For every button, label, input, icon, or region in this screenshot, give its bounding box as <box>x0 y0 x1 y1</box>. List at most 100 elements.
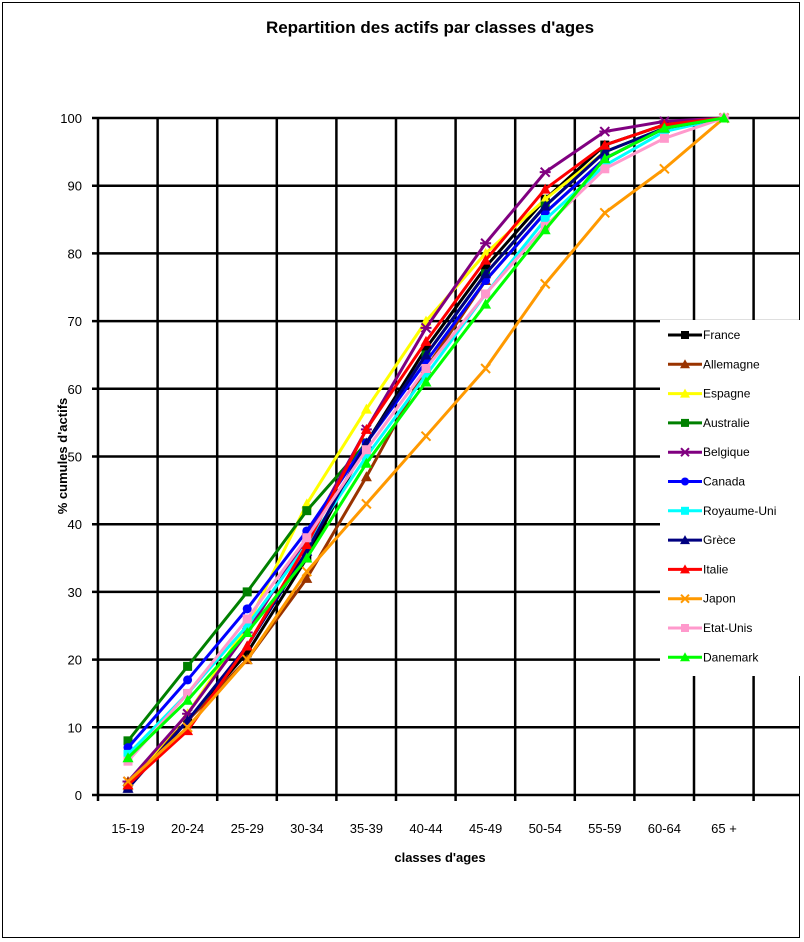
y-axis-ticks: 0 10 20 30 40 50 60 70 80 90 100 <box>60 111 82 803</box>
y-tick-label: 70 <box>68 314 82 329</box>
y-tick-label: 90 <box>68 179 82 194</box>
data-point <box>182 694 194 705</box>
data-point <box>302 533 312 543</box>
data-point <box>539 200 551 211</box>
legend-marker <box>680 593 690 604</box>
legend-marker <box>680 535 690 545</box>
data-point <box>360 403 372 414</box>
y-tick-label: 40 <box>68 517 82 532</box>
data-point <box>421 370 431 380</box>
legend-item: Grèce <box>668 533 736 547</box>
data-point <box>122 779 134 790</box>
data-point <box>183 675 193 685</box>
data-point <box>302 506 312 516</box>
legend-label: Espagne <box>703 387 751 401</box>
series-belgique <box>122 112 730 787</box>
data-point <box>659 133 669 143</box>
legend-marker <box>681 418 689 427</box>
legend-label: Royaume-Uni <box>703 504 776 518</box>
data-point <box>480 254 492 265</box>
data-point <box>539 278 551 290</box>
legend-marker <box>680 652 690 662</box>
data-point <box>361 452 371 461</box>
x-tick-label: 20-24 <box>171 821 204 836</box>
legend-marker <box>680 447 690 457</box>
data-point <box>183 661 193 671</box>
legend-marker <box>680 359 690 369</box>
y-tick-label: 60 <box>68 382 82 397</box>
legend-marker <box>680 388 690 398</box>
x-tick-label: 25-29 <box>231 821 264 836</box>
legend-item: Australie <box>668 416 750 430</box>
data-point <box>420 376 432 387</box>
legend-label: Etat-Unis <box>703 621 752 635</box>
legend-label: Italie <box>703 562 729 576</box>
x-tick-label: 65 + <box>711 821 737 836</box>
legend: France Allemagne Espagne Australie Belgique C… <box>660 320 803 676</box>
data-point <box>182 722 193 733</box>
legend-label: France <box>703 328 741 342</box>
data-point <box>301 539 313 550</box>
legend-item: Espagne <box>668 387 751 401</box>
legend-label: Japon <box>703 592 736 606</box>
data-point <box>242 648 252 658</box>
legend-item: Italie <box>668 562 729 576</box>
data-point <box>600 164 610 174</box>
legend-item: Canada <box>668 475 745 489</box>
x-tick-label: 35-39 <box>350 821 383 836</box>
y-tick-label: 80 <box>68 246 82 261</box>
y-tick-label: 100 <box>60 111 82 126</box>
data-point <box>481 289 491 299</box>
x-tick-label: 30-34 <box>290 821 323 836</box>
data-point <box>182 725 194 736</box>
legend-item: France <box>668 328 741 342</box>
data-point <box>539 166 551 178</box>
data-point <box>123 743 133 753</box>
data-point <box>241 627 253 638</box>
data-point <box>420 335 432 346</box>
data-point <box>658 122 670 133</box>
data-point <box>539 193 551 204</box>
legend-marker <box>681 506 689 515</box>
legend-label: Australie <box>703 416 750 430</box>
y-tick-label: 10 <box>68 720 82 735</box>
data-point <box>718 112 730 123</box>
data-point <box>539 224 551 235</box>
legend-marker <box>680 564 690 574</box>
x-tick-label: 15-19 <box>111 821 144 836</box>
data-point <box>421 363 431 373</box>
legend-item: Allemagne <box>668 357 760 371</box>
data-point <box>480 298 492 309</box>
data-point <box>301 572 313 583</box>
legend-item: Royaume-Uni <box>668 504 776 518</box>
series-allemagne <box>122 112 730 786</box>
series-lines <box>122 112 730 793</box>
data-point <box>301 566 313 577</box>
legend-marker <box>681 624 689 632</box>
data-point <box>599 126 611 137</box>
y-axis-label: % cumules d'actifs <box>55 398 70 515</box>
data-point <box>360 471 372 482</box>
data-point <box>659 163 670 174</box>
data-point <box>480 238 492 249</box>
data-point <box>420 349 432 360</box>
data-point <box>360 457 372 468</box>
data-point <box>242 587 252 597</box>
data-point <box>361 498 372 510</box>
legend-label: Danemark <box>703 650 759 664</box>
data-point <box>122 776 134 787</box>
legend-label: Grèce <box>703 533 736 547</box>
data-point <box>241 654 253 665</box>
data-point <box>301 552 313 563</box>
legend-label: Allemagne <box>703 357 760 371</box>
legend-label: Canada <box>703 475 745 489</box>
data-point <box>539 183 551 194</box>
data-point <box>183 688 193 698</box>
data-point <box>242 621 252 631</box>
data-point <box>241 640 253 651</box>
y-tick-label: 50 <box>68 450 82 465</box>
legend-item: Belgique <box>668 445 750 459</box>
data-point <box>481 262 491 272</box>
data-point <box>421 343 431 353</box>
